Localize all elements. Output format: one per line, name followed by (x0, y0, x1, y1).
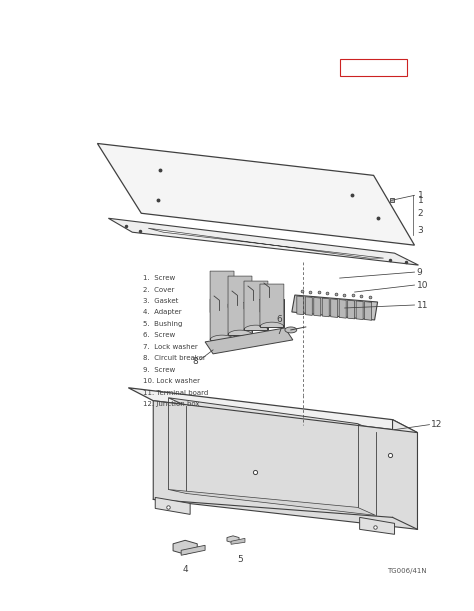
Text: 6.  Screw: 6. Screw (143, 332, 175, 338)
Text: 1: 1 (418, 196, 423, 205)
Polygon shape (260, 299, 284, 327)
Text: 11. Terminal board: 11. Terminal board (143, 390, 209, 396)
Text: 10. Lock washer: 10. Lock washer (143, 378, 201, 384)
Polygon shape (168, 489, 375, 516)
Text: 9.  Screw: 9. Screw (143, 367, 175, 373)
Polygon shape (210, 271, 234, 340)
Polygon shape (168, 398, 375, 431)
Polygon shape (155, 497, 190, 514)
Text: 8: 8 (192, 357, 198, 367)
Text: 11: 11 (417, 301, 428, 310)
Text: 2.  Cover: 2. Cover (143, 287, 174, 293)
Polygon shape (98, 144, 414, 245)
Polygon shape (173, 540, 197, 554)
Polygon shape (181, 545, 205, 555)
Polygon shape (297, 296, 304, 315)
Polygon shape (210, 299, 234, 316)
Polygon shape (244, 302, 268, 330)
Polygon shape (228, 307, 252, 335)
Text: 9: 9 (417, 268, 422, 277)
Text: 10: 10 (417, 280, 428, 290)
Text: 12: 12 (431, 420, 443, 429)
Text: 7.  Lock washer: 7. Lock washer (143, 344, 198, 350)
Polygon shape (128, 388, 418, 433)
Polygon shape (228, 276, 252, 335)
Polygon shape (285, 327, 297, 333)
Text: 4: 4 (182, 565, 188, 574)
Polygon shape (260, 299, 284, 312)
Text: 5: 5 (237, 555, 243, 565)
Polygon shape (331, 299, 337, 318)
Polygon shape (360, 518, 394, 535)
Text: 4.  Adapter: 4. Adapter (143, 310, 182, 315)
Text: 6: 6 (276, 315, 282, 324)
Polygon shape (109, 218, 419, 265)
Polygon shape (205, 328, 293, 354)
Polygon shape (244, 281, 268, 330)
Polygon shape (210, 312, 234, 340)
Text: 1: 1 (418, 191, 423, 200)
Text: 8.  Circuit breaker: 8. Circuit breaker (143, 356, 206, 361)
Polygon shape (292, 295, 378, 320)
Polygon shape (231, 538, 245, 544)
Polygon shape (148, 229, 383, 258)
Polygon shape (392, 420, 418, 529)
Text: 12. Junction box: 12. Junction box (143, 401, 200, 407)
Polygon shape (356, 301, 363, 320)
Polygon shape (365, 302, 372, 320)
Polygon shape (305, 297, 312, 315)
Polygon shape (314, 298, 321, 316)
Polygon shape (322, 298, 329, 316)
Text: 7: 7 (276, 327, 282, 337)
Polygon shape (339, 299, 346, 318)
Text: 1.  Screw: 1. Screw (143, 275, 175, 281)
Text: 5.  Bushing: 5. Bushing (143, 321, 182, 327)
Polygon shape (260, 284, 284, 327)
Polygon shape (228, 304, 252, 312)
Text: TG006/41N: TG006/41N (388, 568, 427, 574)
Polygon shape (153, 401, 418, 529)
Polygon shape (227, 536, 239, 543)
Text: 3.  Gasket: 3. Gasket (143, 298, 179, 304)
Text: 3: 3 (418, 225, 423, 235)
Text: 2: 2 (418, 209, 423, 218)
Polygon shape (244, 302, 268, 309)
Polygon shape (347, 300, 355, 319)
